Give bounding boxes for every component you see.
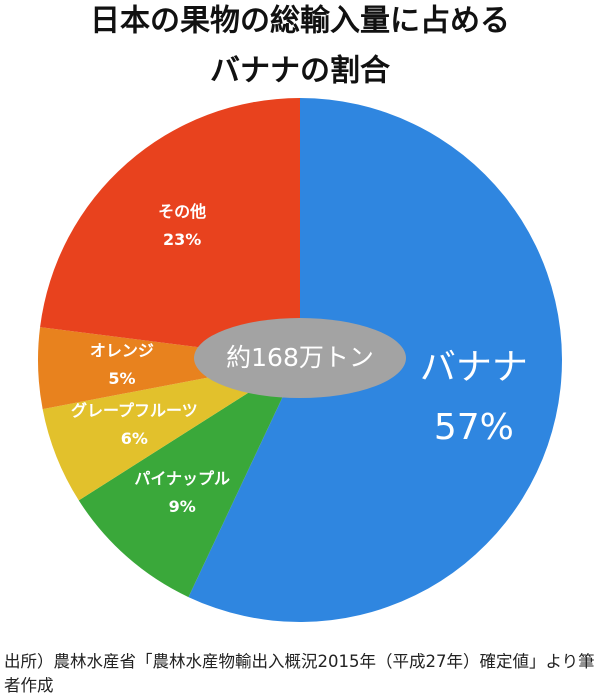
slice-label: バナナ [420, 347, 528, 388]
value-label: 6% [121, 429, 148, 448]
value-label: 57% [434, 407, 514, 448]
chart: 日本の果物の総輸入量に占める バナナの割合 約168万トン バナナ 57% パイナッ… [37, 4, 562, 622]
chart-title: バナナの割合 [210, 54, 390, 89]
pie-slice [78, 360, 300, 598]
chart-title: 日本の果物の総輸入量に占める [90, 4, 510, 39]
source-note: 出所）農林水産省「農林水産物輸出入概況2015年（平成27年）確定値」より筆者作… [4, 652, 595, 695]
value-label: 5% [108, 369, 135, 388]
slice-label: グレープフルーツ [71, 401, 198, 420]
slice-label: パイナップル [134, 469, 230, 488]
pie-slice [37, 327, 300, 410]
value-label: 23% [163, 230, 201, 249]
slice-label: その他 [158, 202, 206, 221]
center-badge [194, 318, 406, 398]
pie-slice [42, 360, 300, 501]
center-label: 約168万トン [226, 343, 374, 372]
slice-label: オレンジ [90, 341, 154, 360]
pie-slice [40, 98, 300, 360]
value-label: 9% [169, 497, 196, 516]
